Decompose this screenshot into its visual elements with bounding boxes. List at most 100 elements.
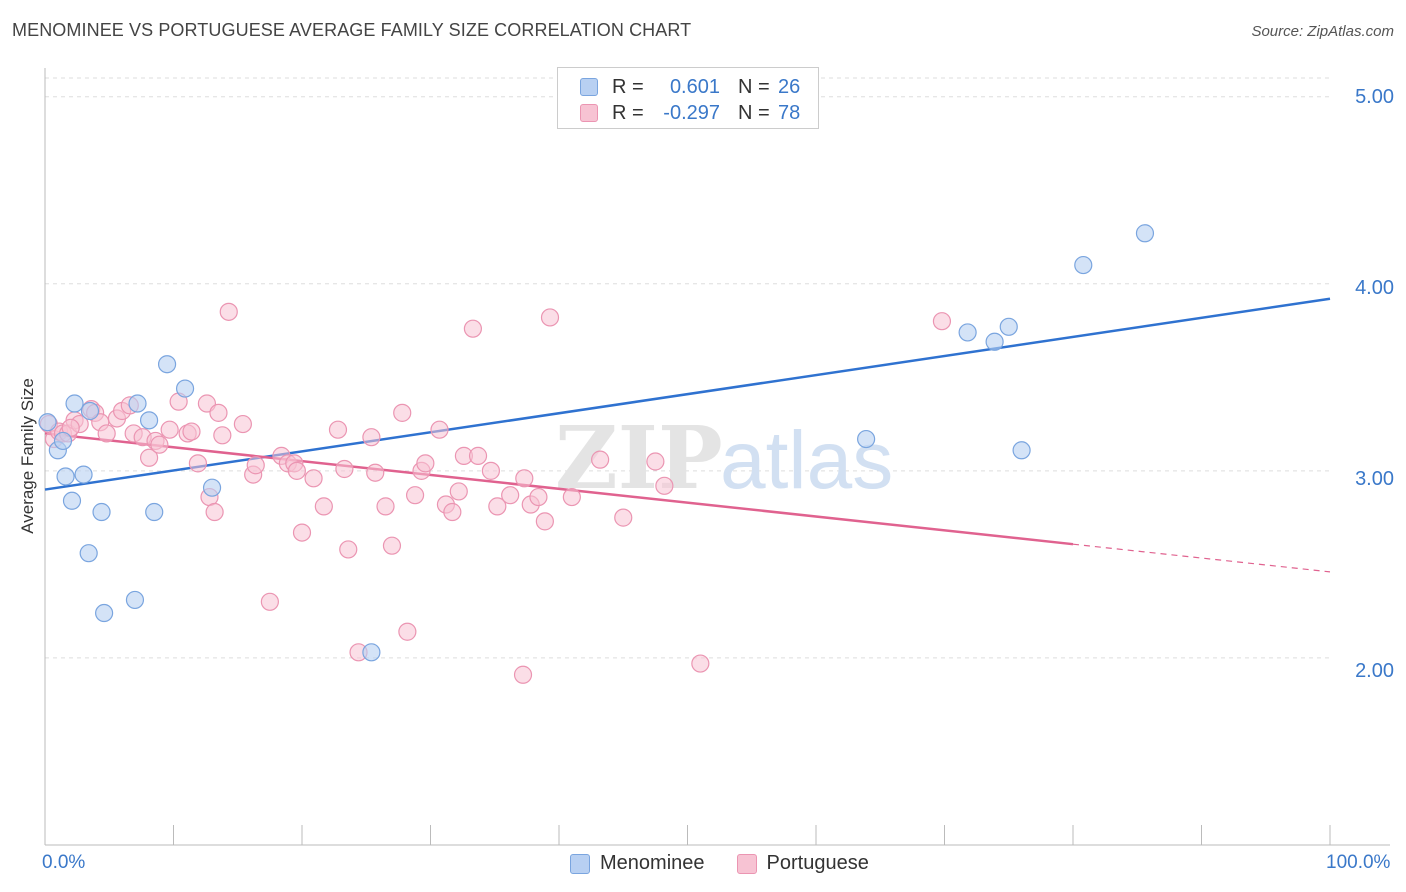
portuguese-point (376, 497, 395, 516)
legend-item-menominee[interactable]: Menominee (570, 852, 705, 875)
x-tick-label-min: 0.0% (42, 852, 86, 873)
menominee-point (62, 491, 82, 510)
legend-label-portuguese: Portuguese (766, 852, 869, 874)
portuguese-point (481, 461, 500, 480)
portuguese-point (562, 487, 581, 507)
portuguese-point (443, 502, 462, 522)
chart-title: MENOMINEE VS PORTUGUESE AVERAGE FAMILY S… (12, 20, 692, 40)
menominee-point (1074, 255, 1093, 275)
menominee-point (128, 394, 147, 413)
menominee-point (56, 467, 75, 486)
legend-r-value: -0.297 (663, 101, 720, 124)
portuguese-point (614, 508, 633, 527)
axes (44, 68, 1390, 846)
portuguese-point (219, 302, 238, 321)
portuguese-point (328, 420, 348, 439)
portuguese-point (932, 312, 952, 331)
menominee-point (1135, 224, 1155, 243)
portuguese-point (405, 486, 425, 505)
watermark-atlas: atlas (720, 415, 893, 506)
legend-r-label: R = (612, 101, 644, 124)
portuguese-point (139, 448, 159, 467)
legend-row-menominee: R = 0.601 N = 26 (580, 75, 800, 99)
portuguese-point (468, 446, 488, 465)
gridlines (45, 77, 1330, 659)
portuguese-point (97, 424, 116, 443)
portuguese-point (646, 452, 665, 471)
menominee-point (202, 478, 222, 497)
menominee-point (857, 429, 876, 449)
portuguese-point (362, 428, 381, 447)
portuguese-point (382, 536, 402, 555)
portuguese-point (339, 540, 358, 559)
menominee-point (92, 502, 111, 522)
portuguese-point (209, 403, 228, 422)
menominee-point (79, 544, 98, 563)
legend-r-label: R = (612, 75, 644, 98)
portuguese-point (515, 469, 534, 488)
portuguese-swatch (580, 104, 598, 122)
menominee-point (80, 401, 100, 421)
portuguese-point (160, 420, 179, 439)
portuguese-points (39, 302, 952, 684)
menominee-point (362, 643, 381, 662)
menominee-point (95, 603, 114, 623)
portuguese-point (213, 426, 232, 445)
menominee-point (139, 411, 159, 430)
portuguese-point (260, 592, 279, 611)
portuguese-point (233, 414, 252, 434)
portuguese-point (529, 487, 548, 507)
legend-n-label: N = (738, 75, 770, 98)
menominee-point (958, 323, 977, 342)
menominee-point (999, 317, 1018, 336)
portuguese-swatch (736, 853, 757, 874)
legend-item-portuguese[interactable]: Portuguese (736, 852, 869, 875)
menominee-point (145, 502, 164, 522)
portuguese-point (292, 523, 312, 542)
portuguese-point (205, 502, 224, 522)
menominee-point (65, 394, 84, 413)
portuguese-trendline (44, 432, 1074, 546)
menominee-point (53, 431, 73, 451)
menominee-point (985, 332, 1004, 351)
portuguese-point (416, 454, 435, 473)
menominee-point (125, 590, 145, 610)
portuguese-point (393, 403, 412, 422)
legend-n-value: 26 (778, 75, 801, 98)
menominee-point (175, 379, 195, 398)
portuguese-point (691, 654, 710, 673)
portuguese-point (304, 469, 323, 488)
portuguese-point (188, 454, 208, 473)
portuguese-point (463, 319, 483, 338)
portuguese-point (335, 459, 354, 479)
menominee-point (38, 413, 57, 432)
x-tick-label-max: 100.0% (1326, 852, 1391, 873)
portuguese-point (150, 435, 169, 454)
y-tick-label-5: 5.00 (1355, 86, 1394, 108)
portuguese-point (540, 308, 560, 327)
portuguese-point (513, 665, 533, 684)
portuguese-point (449, 482, 468, 501)
menominee-points (38, 224, 1155, 662)
portuguese-point (287, 461, 306, 480)
y-tick-label-4: 4.00 (1355, 277, 1394, 299)
correlation-legend: R = 0.601 N = 26 R = -0.297 N = 78 (557, 67, 819, 129)
y-axis-label: Average Family Size (18, 378, 37, 534)
portuguese-point (366, 463, 385, 482)
menominee-swatch (570, 853, 590, 874)
portuguese-point (314, 497, 333, 516)
portuguese-point (591, 450, 610, 469)
y-tick-label-2: 2.00 (1355, 660, 1394, 682)
portuguese-point (501, 486, 520, 505)
legend-r-value: 0.601 (669, 75, 720, 98)
menominee-swatch (580, 78, 598, 96)
series-legend: Menominee Portuguese (570, 852, 901, 875)
portuguese-trendline-extension (1072, 543, 1331, 573)
portuguese-point (488, 497, 507, 516)
portuguese-point (430, 420, 449, 439)
portuguese-point (535, 512, 554, 531)
portuguese-point (655, 476, 674, 495)
menominee-point (157, 355, 177, 374)
portuguese-point (398, 622, 417, 641)
